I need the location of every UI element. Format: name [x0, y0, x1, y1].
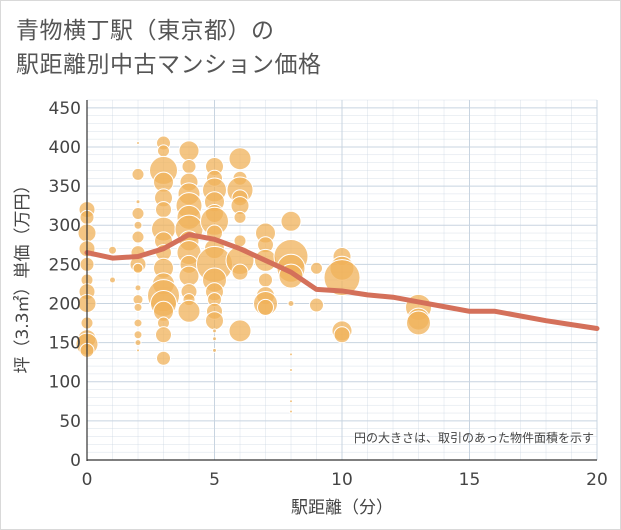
- y-tick-label: 150: [49, 334, 81, 354]
- y-tick-label: 50: [59, 412, 81, 432]
- bubble-point: [108, 245, 117, 255]
- average-line-series: [84, 232, 600, 332]
- bubble-point: [181, 159, 197, 175]
- y-tick-label: 0: [70, 451, 81, 471]
- y-tick-label: 300: [49, 216, 81, 236]
- y-tick-label: 100: [49, 373, 81, 393]
- bubble-point: [136, 141, 140, 146]
- bubble-point: [133, 220, 143, 230]
- bubble-size-note: 円の大きさは、取引のあった物件面積を示す: [354, 430, 594, 445]
- bubble-point: [289, 399, 293, 404]
- bubble-point: [289, 409, 293, 414]
- bubble-point: [212, 347, 217, 353]
- bubble-point: [156, 350, 171, 366]
- chart-title-line1: 青物横丁駅（東京都）の: [16, 18, 275, 44]
- bubble-point: [134, 284, 142, 292]
- bubble-point: [228, 319, 252, 343]
- bubble-series: [75, 135, 432, 414]
- x-tick-label: 10: [331, 470, 353, 490]
- bubble-point: [178, 265, 200, 287]
- bubble-point: [258, 272, 273, 288]
- y-tick-label: 400: [49, 138, 81, 158]
- bubble-point: [257, 298, 274, 316]
- y-tick-label: 350: [49, 177, 81, 197]
- x-tick-label: 20: [586, 470, 608, 490]
- bubble-point: [289, 368, 293, 372]
- average-price-line: [84, 232, 600, 332]
- bubble-point: [157, 144, 170, 158]
- y-tick-label: 200: [49, 294, 81, 314]
- bubble-point: [133, 330, 143, 340]
- bubble-point: [133, 318, 143, 328]
- bubble-point: [135, 199, 141, 205]
- bubble-point: [323, 259, 361, 297]
- bubble-point: [287, 299, 295, 307]
- bubble-point: [228, 147, 252, 171]
- bubble-point: [233, 210, 247, 224]
- x-tick-label: 0: [82, 470, 93, 490]
- bubble-point: [280, 210, 302, 232]
- chart-title-line2: 駅距離別中古マンション価格: [16, 52, 322, 78]
- bubble-point: [406, 310, 431, 336]
- bubble-point: [333, 326, 351, 344]
- bubble-point: [131, 167, 145, 181]
- axes: 0 5 10 15 20050100150200250300350400450駅距離（分…: [13, 99, 608, 518]
- bubble-point: [212, 328, 217, 334]
- x-axis-title: 駅距離（分）: [291, 498, 393, 518]
- bubble-point: [177, 299, 201, 323]
- bubble-point: [178, 140, 200, 162]
- bubble-point: [155, 201, 172, 219]
- bubble-point: [289, 352, 293, 357]
- bubble-point: [109, 276, 116, 284]
- y-tick-label: 250: [49, 255, 81, 275]
- bubble-point: [131, 206, 145, 220]
- y-tick-label: 450: [49, 99, 81, 119]
- chart-title: 青物横丁駅（東京都）の 駅距離別中古マンション価格: [16, 14, 322, 82]
- bubble-point: [309, 297, 324, 313]
- bubble-point: [205, 311, 224, 331]
- bubble-point: [231, 263, 249, 281]
- bubble-point: [133, 302, 143, 312]
- x-tick-label: 15: [459, 470, 481, 490]
- bubble-point: [132, 262, 144, 274]
- bubble-point: [131, 230, 145, 244]
- bubble-point: [155, 326, 172, 344]
- bubble-point: [136, 348, 140, 353]
- y-axis-title: 坪（3.3㎡）単価（万円）: [13, 176, 33, 373]
- bubble-point: [134, 339, 142, 347]
- bubble-point: [310, 261, 323, 275]
- bubble-point: [212, 336, 217, 342]
- x-tick-label: 5: [209, 470, 220, 490]
